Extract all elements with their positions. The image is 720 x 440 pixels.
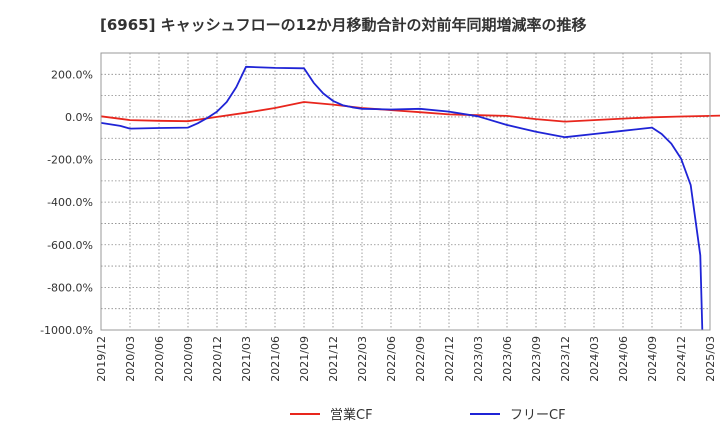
y-tick-label: -600.0%: [47, 239, 93, 252]
series-line-operating-cf: [100, 101, 720, 123]
x-tick-label: 2019/12: [95, 336, 108, 382]
y-tick-label: -400.0%: [47, 196, 93, 209]
y-axis: 200.0% 0.0% -200.0% -400.0% -600.0% -800.0% -1…: [40, 68, 93, 337]
x-tick-label: 2024/06: [617, 336, 630, 382]
x-tick-label: 2022/03: [356, 336, 369, 382]
x-tick-label: 2023/12: [559, 336, 572, 382]
x-tick-label: 2020/09: [182, 336, 195, 382]
x-tick-label: 2024/12: [675, 336, 688, 382]
legend: 営業CF フリーCF: [290, 407, 566, 423]
y-tick-label: -1000.0%: [40, 324, 93, 337]
series-lines: [100, 65, 720, 331]
x-tick-label: 2021/06: [269, 336, 282, 382]
x-tick-label: 2021/12: [327, 336, 340, 382]
x-tick-label: 2022/12: [443, 336, 456, 382]
x-tick-label: 2021/09: [298, 336, 311, 382]
plot-frame: [100, 52, 711, 331]
x-tick-label: 2020/06: [153, 336, 166, 382]
y-tick-label: -200.0%: [47, 154, 93, 167]
x-axis: 2019/12 2020/03 2020/06 2020/09 2020/12 2021/…: [95, 336, 717, 382]
grid: [100, 52, 711, 331]
chart-title: [6965] キャッシュフローの12か月移動合計の対前年同期増減率の推移: [100, 16, 587, 34]
x-tick-label: 2021/03: [240, 336, 253, 382]
x-tick-label: 2025/03: [704, 336, 717, 382]
x-tick-label: 2020/12: [211, 336, 224, 382]
x-tick-label: 2023/09: [530, 336, 543, 382]
legend-label: 営業CF: [330, 407, 373, 423]
y-tick-label: -800.0%: [47, 281, 93, 294]
x-tick-label: 2024/09: [646, 336, 659, 382]
x-tick-label: 2023/03: [472, 336, 485, 382]
y-tick-label: 200.0%: [51, 68, 93, 81]
y-tick-label: 0.0%: [65, 111, 93, 124]
x-tick-label: 2022/09: [414, 336, 427, 382]
legend-label: フリーCF: [510, 408, 566, 423]
x-tick-label: 2022/06: [385, 336, 398, 382]
x-tick-label: 2023/06: [501, 336, 514, 382]
x-tick-label: 2024/03: [588, 336, 601, 382]
series-line-free-cf: [100, 65, 704, 331]
x-tick-label: 2020/03: [124, 336, 137, 382]
